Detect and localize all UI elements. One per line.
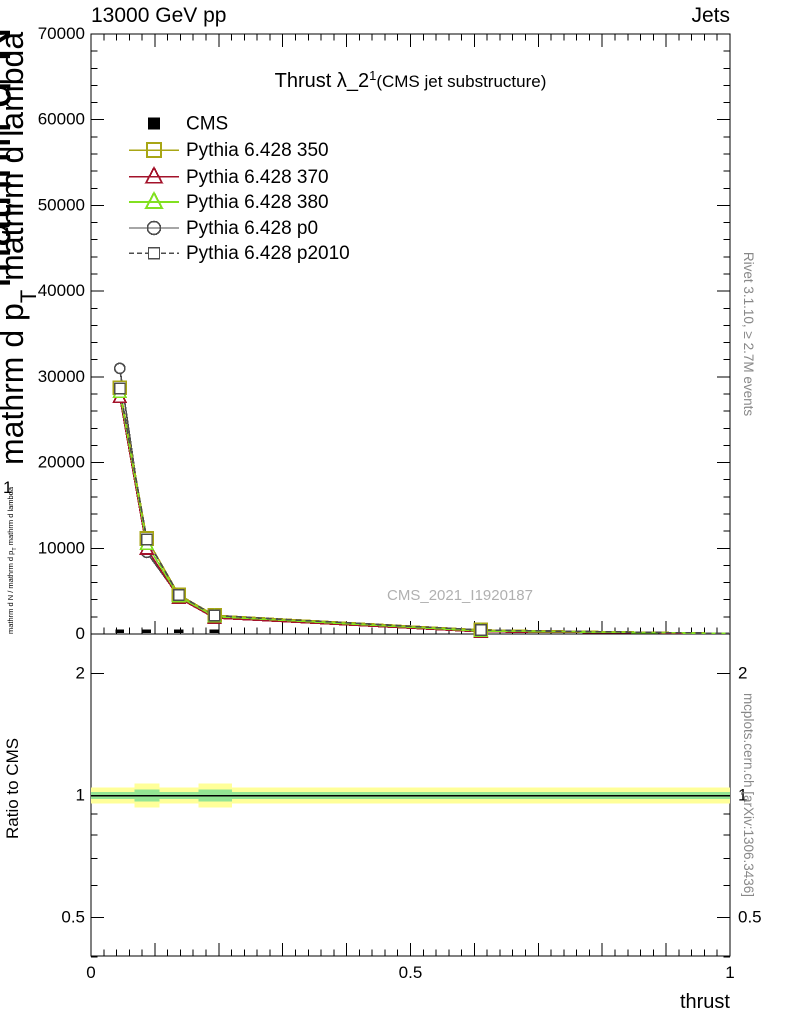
svg-text:Pythia 6.428 350: Pythia 6.428 350: [186, 140, 329, 161]
svg-text:1: 1: [76, 786, 85, 805]
svg-text:Ratio to CMS: Ratio to CMS: [3, 738, 22, 839]
svg-text:thrust: thrust: [680, 991, 730, 1013]
svg-text:0: 0: [86, 963, 95, 982]
svg-text:13000 GeV pp: 13000 GeV pp: [91, 4, 226, 27]
svg-text:10000: 10000: [38, 538, 85, 557]
svg-text:Jets: Jets: [691, 4, 730, 27]
svg-text:Pythia 6.428 p2010: Pythia 6.428 p2010: [186, 243, 350, 264]
svg-text:CMS: CMS: [186, 113, 228, 134]
svg-text:30000: 30000: [38, 367, 85, 386]
svg-text:CMS_2021_I1920187: CMS_2021_I1920187: [387, 587, 533, 604]
svg-text:70000: 70000: [38, 24, 85, 43]
svg-text:Rivet 3.1.10, ≥ 2.7M events: Rivet 3.1.10, ≥ 2.7M events: [741, 252, 756, 416]
svg-text:mcplots.cern.ch [arXiv:1306.34: mcplots.cern.ch [arXiv:1306.3436]: [741, 693, 756, 897]
svg-text:0: 0: [76, 624, 85, 643]
svg-text:2: 2: [76, 664, 85, 683]
svg-text:Pythia 6.428 p0: Pythia 6.428 p0: [186, 218, 318, 239]
svg-text:60000: 60000: [38, 110, 85, 129]
svg-text:Pythia 6.428 380: Pythia 6.428 380: [186, 192, 329, 213]
svg-text:2: 2: [738, 664, 747, 683]
svg-text:Thrust λ_21(CMS jet substructu: Thrust λ_21(CMS jet substructure): [275, 68, 547, 93]
svg-text:0.5: 0.5: [61, 908, 85, 927]
svg-text:50000: 50000: [38, 195, 85, 214]
svg-text:20000: 20000: [38, 453, 85, 472]
svg-text:40000: 40000: [38, 281, 85, 300]
svg-text:1: 1: [725, 963, 734, 982]
svg-text:Pythia 6.428 370: Pythia 6.428 370: [186, 167, 329, 188]
svg-text:0.5: 0.5: [738, 908, 762, 927]
svg-text:0.5: 0.5: [399, 963, 423, 982]
